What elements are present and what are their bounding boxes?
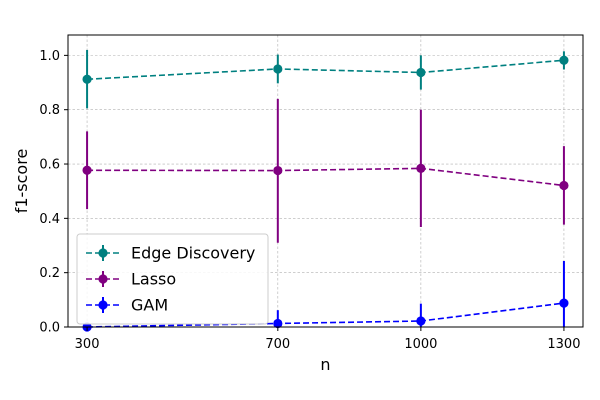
legend: Edge Discovery Lasso GAM bbox=[76, 233, 269, 325]
x-tick-label: 300 bbox=[75, 337, 100, 352]
legend-item: Edge Discovery bbox=[86, 244, 255, 263]
legend-box bbox=[76, 233, 269, 325]
data-point bbox=[559, 180, 569, 191]
legend-item: Lasso bbox=[86, 270, 176, 289]
data-point bbox=[273, 318, 283, 329]
legend-marker bbox=[98, 248, 108, 258]
series-line bbox=[87, 59, 564, 81]
y-axis-label: f1-score bbox=[12, 149, 31, 214]
series-edge-discovery bbox=[82, 49, 569, 109]
data-point bbox=[82, 165, 92, 175]
series-gam bbox=[82, 260, 569, 332]
series-lasso bbox=[82, 98, 569, 243]
plot-frame bbox=[67, 34, 584, 328]
y-tick-label: 0.4 bbox=[39, 212, 60, 227]
data-point bbox=[273, 165, 283, 176]
y-tick-label: 1.0 bbox=[39, 49, 60, 64]
data-point bbox=[416, 67, 426, 78]
data-point bbox=[82, 74, 92, 84]
series-line bbox=[87, 302, 565, 328]
y-tick-label: 0.6 bbox=[39, 158, 60, 173]
data-point bbox=[416, 163, 426, 173]
x-axis-label: n bbox=[320, 355, 330, 374]
series-line bbox=[87, 167, 565, 187]
legend-label: Edge Discovery bbox=[131, 244, 255, 263]
y-tick-label: 0.2 bbox=[39, 266, 60, 281]
data-point bbox=[559, 298, 569, 308]
x-axis: 300 700 1000 1300 bbox=[75, 327, 580, 352]
legend-item: GAM bbox=[86, 296, 168, 315]
series-layer bbox=[82, 49, 569, 332]
legend-marker bbox=[98, 274, 108, 284]
data-point bbox=[416, 316, 426, 326]
data-point bbox=[273, 64, 283, 74]
legend-label: GAM bbox=[131, 296, 168, 315]
x-tick-label: 1000 bbox=[404, 337, 437, 352]
data-point bbox=[559, 55, 569, 65]
x-tick-label: 700 bbox=[265, 337, 290, 352]
legend-marker bbox=[98, 300, 108, 310]
y-axis: 0.0 0.2 0.4 0.6 0.8 1.0 bbox=[39, 49, 68, 336]
y-tick-label: 0.8 bbox=[39, 103, 60, 118]
x-tick-label: 1300 bbox=[547, 337, 580, 352]
y-tick-label: 0.0 bbox=[39, 321, 60, 336]
legend-label: Lasso bbox=[131, 270, 176, 289]
